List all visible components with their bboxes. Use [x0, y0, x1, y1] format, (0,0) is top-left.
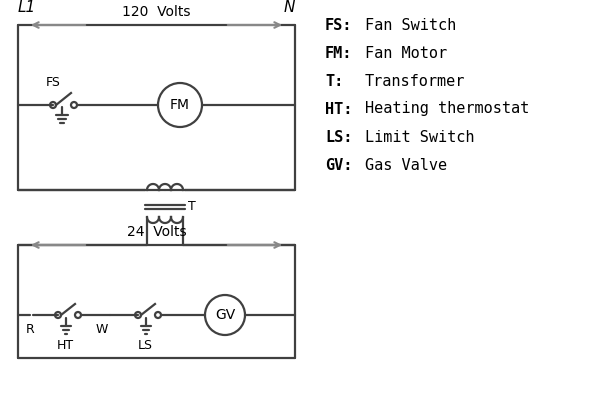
Text: FM: FM: [170, 98, 190, 112]
Text: T:: T:: [325, 74, 343, 88]
Text: 24  Volts: 24 Volts: [127, 225, 186, 239]
Text: FS: FS: [45, 76, 60, 89]
Text: T: T: [188, 200, 196, 214]
Text: R: R: [25, 323, 34, 336]
Text: HT: HT: [57, 339, 74, 352]
Text: Fan Motor: Fan Motor: [365, 46, 447, 60]
Text: N: N: [284, 0, 295, 15]
Text: HT:: HT:: [325, 102, 352, 116]
Text: Gas Valve: Gas Valve: [365, 158, 447, 172]
Text: Limit Switch: Limit Switch: [365, 130, 474, 144]
Text: Transformer: Transformer: [365, 74, 466, 88]
Text: LS: LS: [137, 339, 152, 352]
Text: L1: L1: [18, 0, 36, 15]
Text: 120  Volts: 120 Volts: [122, 5, 191, 19]
Text: LS:: LS:: [325, 130, 352, 144]
Text: GV: GV: [215, 308, 235, 322]
Text: W: W: [96, 323, 108, 336]
Text: Heating thermostat: Heating thermostat: [365, 102, 529, 116]
Text: Fan Switch: Fan Switch: [365, 18, 456, 32]
Text: FS:: FS:: [325, 18, 352, 32]
Text: FM:: FM:: [325, 46, 352, 60]
Text: GV:: GV:: [325, 158, 352, 172]
